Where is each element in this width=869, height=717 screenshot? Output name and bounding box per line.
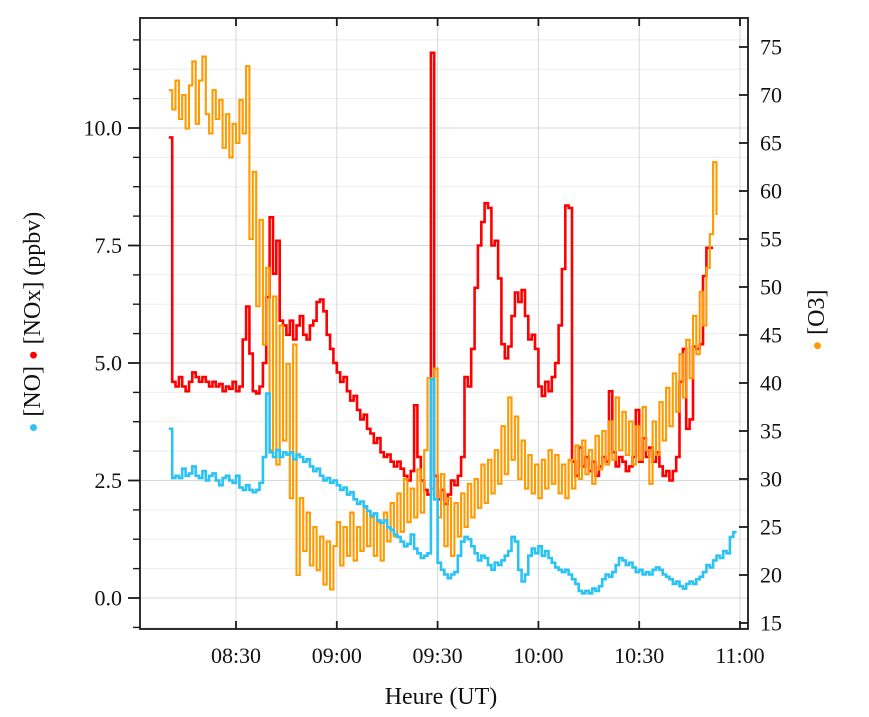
right-tick-label: 30 [760,467,782,492]
left-tick-label: 7.5 [95,233,123,258]
right-tick-label: 20 [760,563,782,588]
nox-legend-dot-icon: ● [25,350,42,360]
no-legend-dot-icon: ● [25,423,42,433]
left-tick-label: 0.0 [95,586,123,611]
right-tick-label: 45 [760,323,782,348]
series-layer [168,51,737,595]
left-axis-title-nox-unit: [NOx] (ppbv) [20,212,46,351]
right-tick-label: 65 [760,131,782,156]
right-tick-label: 50 [760,275,782,300]
left-axis-title-no: [NO] [20,360,46,423]
right-tick-label: 25 [760,515,782,540]
axes-frame-layer [128,17,749,630]
left-tick-label: 2.5 [95,468,123,493]
left-tick-label: 10.0 [84,116,123,141]
right-tick-label: 75 [760,35,782,60]
plot-frame [139,17,749,630]
x-tick-label: 08:30 [211,643,261,668]
x-tick-label: 11:00 [715,643,764,668]
right-tick-label: 35 [760,419,782,444]
right-tick-label: 55 [760,227,782,252]
x-tick-label: 10:00 [513,643,563,668]
left-tick-label: 5.0 [95,351,123,376]
right-tick-label: 70 [760,83,782,108]
x-tick-label: 10:30 [614,643,664,668]
series-path-o3 [168,55,718,591]
right-tick-label: 60 [760,179,782,204]
series-path-no [168,378,737,595]
right-tick-label: 15 [760,611,782,636]
grid-layer [140,18,748,629]
right-tick-label: 40 [760,371,782,396]
o3-legend-dot-icon: ● [809,341,826,351]
right-axis-title-o3: [O3] [804,290,830,341]
right-axis-title: ● [O3] [804,290,830,351]
x-axis-title: Heure (UT) [385,684,498,710]
x-tick-label: 09:00 [312,643,362,668]
x-tick-label: 09:30 [413,643,463,668]
tick-label-layer: 0.0 2.5 5.0 7.5 10.0 15 20 25 30 35 40 45 50 55 60 65 70… [84,35,783,669]
left-axis-title: ● [NO] ● [NOx] (ppbv) [20,212,46,433]
